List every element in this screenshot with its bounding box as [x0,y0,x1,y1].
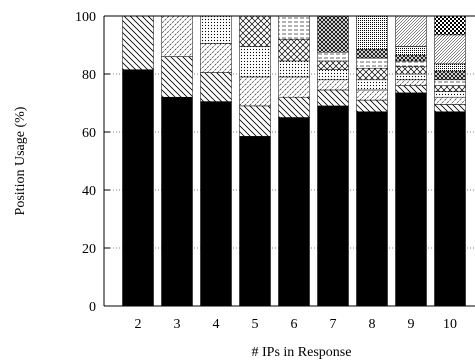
bar-segment [161,15,193,57]
x-tick-label: 8 [369,317,376,332]
bar-segment [356,57,388,69]
bar-segment [239,46,271,78]
x-tick-label: 6 [291,317,298,332]
bar-segment [239,136,271,307]
x-axis-label: # IPs in Response [252,345,352,360]
bar-segment [395,85,427,94]
bar-segment [395,73,427,81]
y-tick-label: 100 [75,10,96,25]
bar-segment [317,79,349,91]
bar-segment [278,38,310,62]
bar-segment [434,63,466,72]
bar-segment [278,117,310,307]
bar-segment [200,101,232,307]
bar-segment [239,15,271,47]
bar-segment [317,15,349,53]
bar-segment [434,111,466,307]
bar-segment [122,69,154,307]
x-tick-label: 3 [174,317,181,332]
bar-segment [200,72,232,102]
bar-segment [278,15,310,40]
bar-segment [317,89,349,107]
bar-segment [434,91,466,98]
bar-segment [278,76,310,98]
x-tick-label: 10 [443,317,457,332]
bar-segment [122,15,154,70]
bar-segment [434,85,466,92]
bar-segment [356,79,388,91]
bar-segment [434,70,466,81]
bar-segment [317,60,349,70]
bar-segment [434,104,466,112]
x-tick-labels: 2 3 4 5 6 7 8 9 10 [135,317,458,332]
y-tick-label: 0 [89,300,96,315]
bar-segment [356,49,388,59]
bar-segment [317,105,349,307]
bar-segment [200,43,232,73]
x-tick-label: 5 [252,317,259,332]
bar-segment [395,15,427,47]
x-tick-label: 9 [408,317,415,332]
bar-segment [356,67,388,81]
bar-segment [434,79,466,86]
y-tick-label: 40 [82,184,96,199]
bar-segment [356,111,388,307]
x-tick-label: 4 [213,317,220,332]
bar-segment [356,99,388,112]
bar-segment [317,69,349,81]
bar-segment [356,15,388,50]
bar-segment [395,79,427,86]
bar-segment [395,54,427,62]
bar-segment [161,56,193,98]
y-axis-label: Position Usage (%) [13,106,28,215]
bar-segment [395,46,427,56]
bar-segment [161,96,193,307]
x-tick-label: 2 [135,317,142,332]
bar-segment [239,76,271,107]
axes [103,15,475,307]
bar-segment [395,92,427,307]
y-tick-label: 60 [82,126,96,141]
bar-segment [356,89,388,101]
bar-segment [317,52,349,62]
x-tick-label: 7 [330,317,337,332]
bar-segment [239,105,271,137]
bar-segment [395,66,427,75]
bar-segment [434,96,466,105]
bar-segment [200,15,232,44]
bar-segment [278,96,310,118]
bar-segment [434,15,466,36]
bar-segment [395,60,427,68]
bar-segment [278,60,310,78]
bars [122,15,466,307]
bar-segment [434,34,466,65]
y-tick-label: 20 [82,242,96,257]
y-tick-label: 80 [82,68,96,83]
y-tick-labels: 0 20 40 60 80 100 [75,10,96,315]
